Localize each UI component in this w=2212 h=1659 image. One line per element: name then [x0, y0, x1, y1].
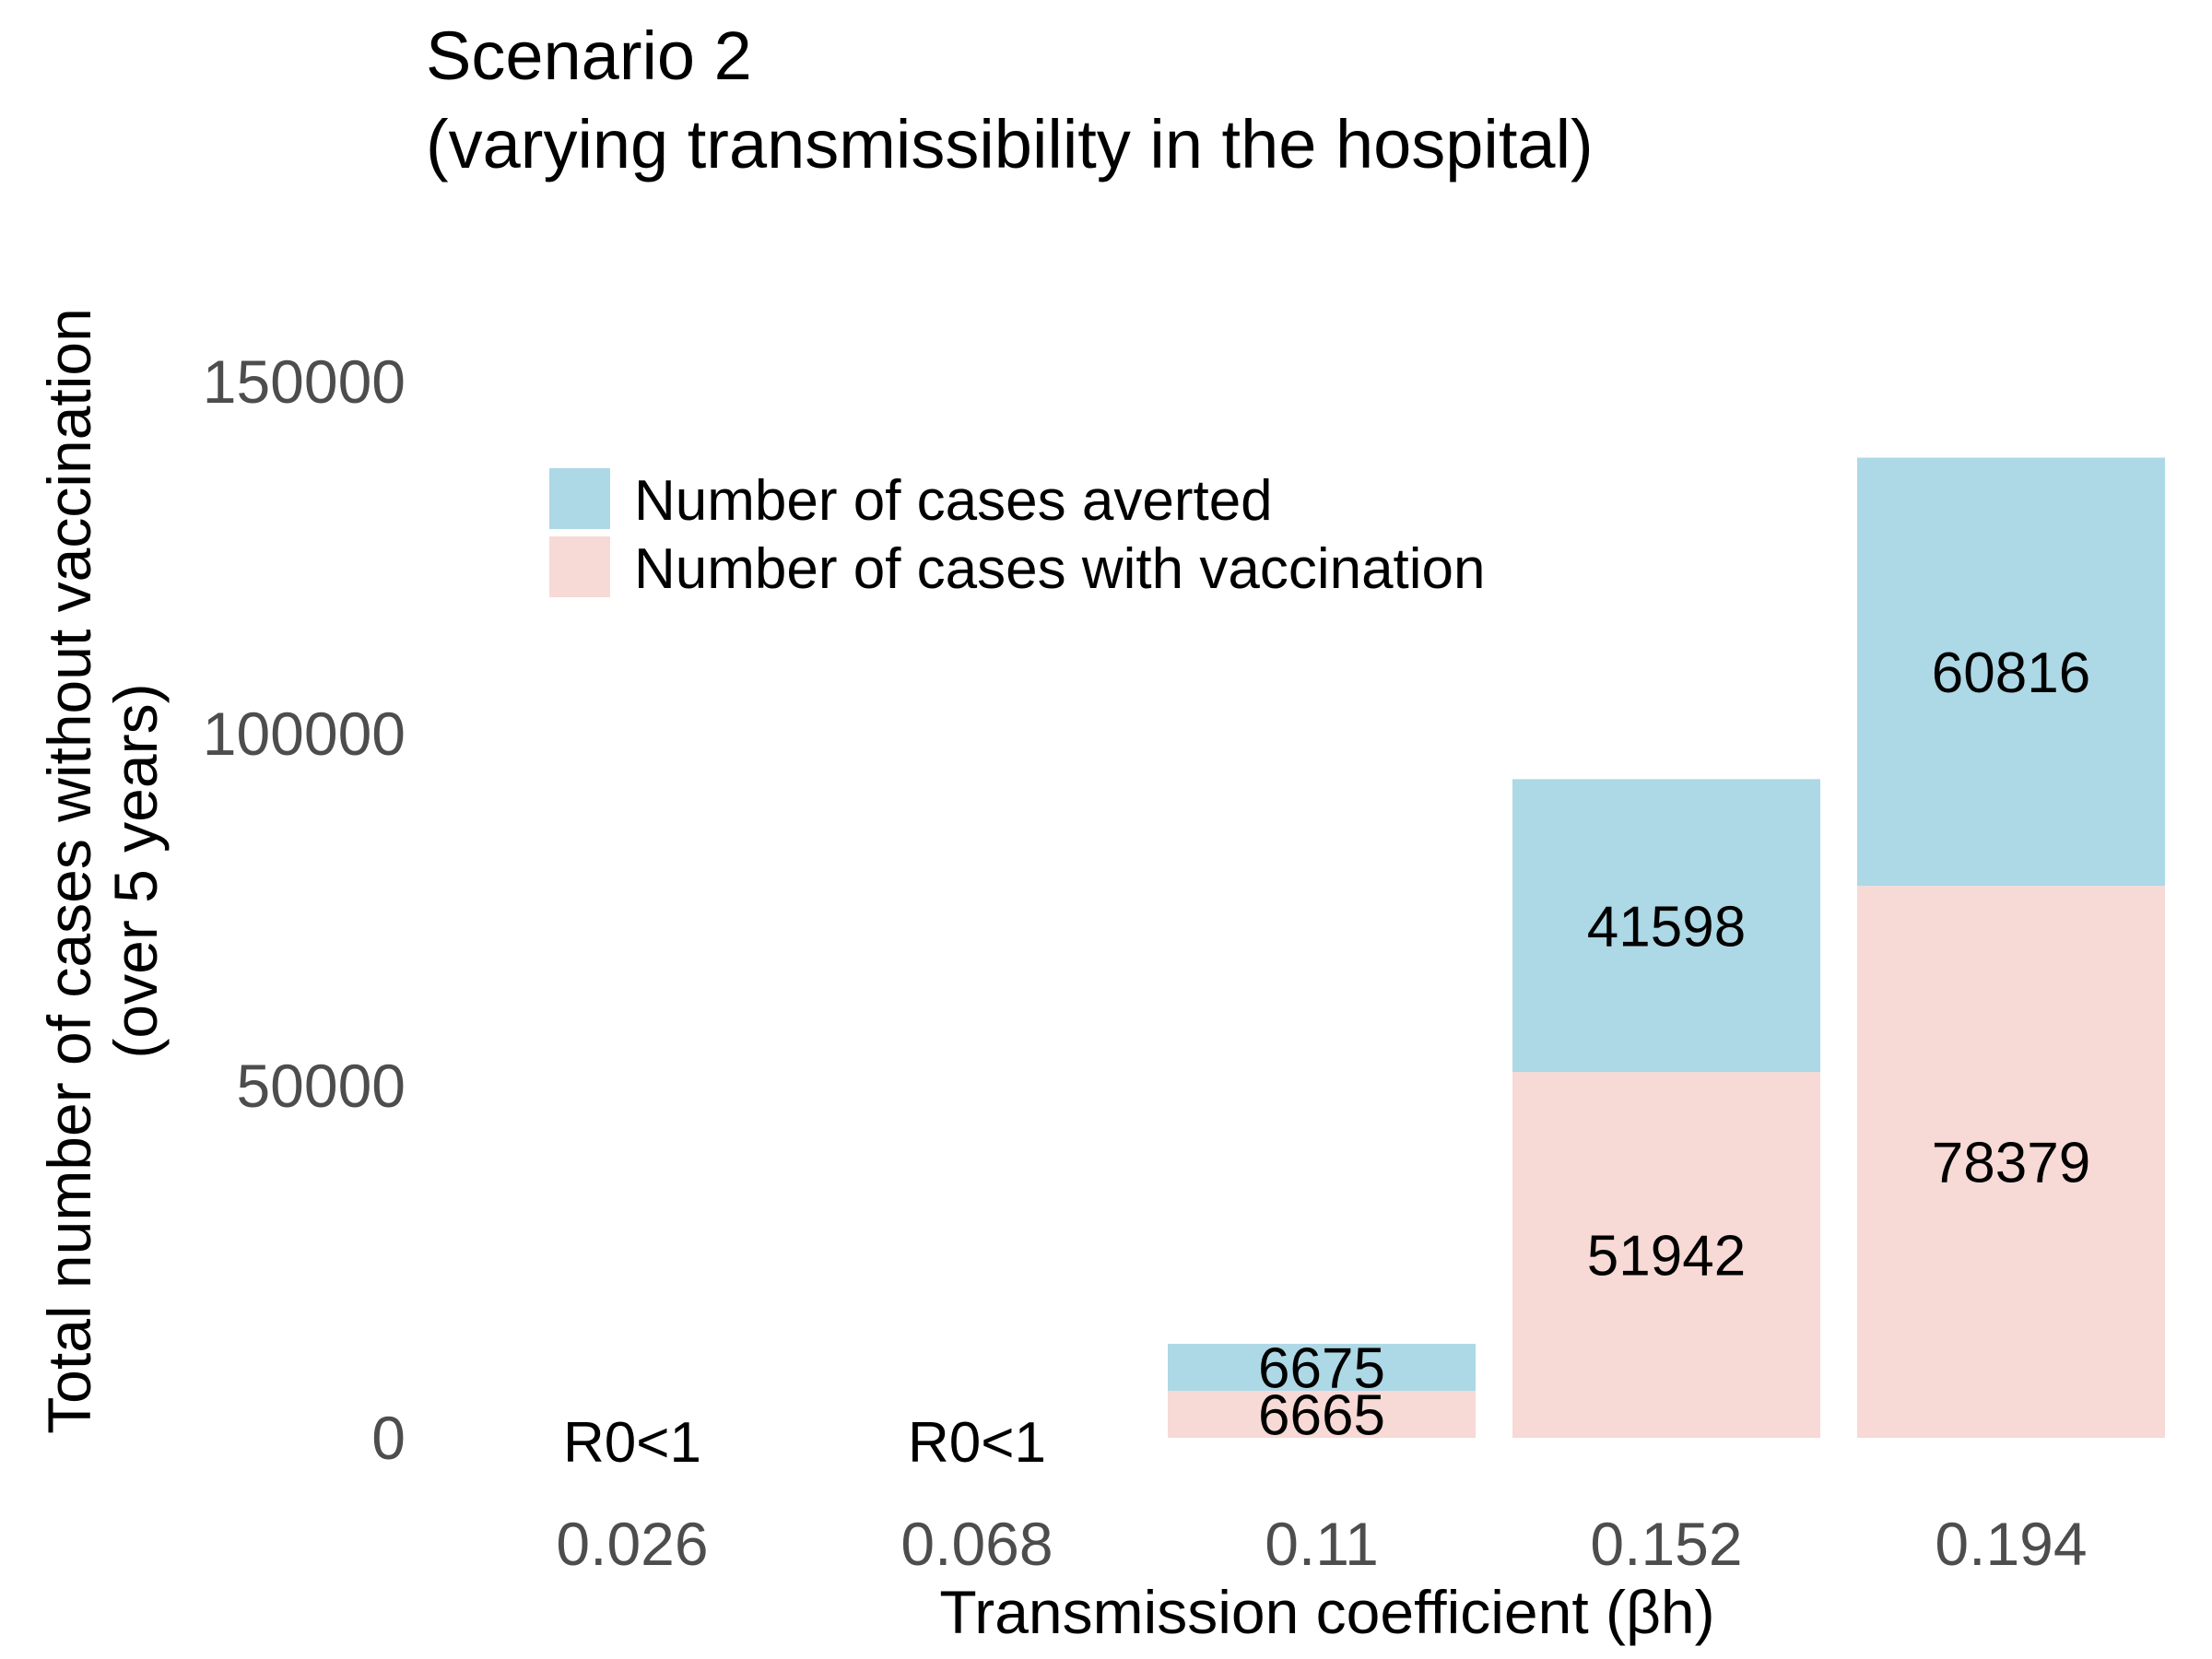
chart-title-line-1: Scenario 2	[426, 18, 752, 94]
y-axis: 0 50000 100000 150000	[203, 347, 406, 1472]
bar-segment	[1857, 886, 2165, 1438]
data-label: 6675	[1258, 1337, 1385, 1401]
bar-segment	[1857, 457, 2165, 887]
legend-label: Number of cases averted	[634, 469, 1273, 533]
x-axis: 0.026 0.068 0.11 0.152 0.194	[556, 1510, 2087, 1578]
x-tick-label: 0.152	[1590, 1510, 1742, 1578]
legend-swatch	[549, 468, 610, 529]
data-label: 41598	[1587, 895, 1746, 959]
bar-segment	[1512, 779, 1820, 1073]
data-label: 6665	[1258, 1384, 1385, 1448]
category-note: R0<1	[563, 1411, 701, 1475]
chart-title-line-2: (varying transmissibility in the hospita…	[426, 106, 1594, 182]
y-axis-title-line-2: (over 5 years)	[101, 683, 170, 1058]
data-label: 60816	[1932, 641, 2090, 705]
legend-swatch	[549, 536, 610, 597]
data-label: 78379	[1932, 1132, 2090, 1195]
y-tick-label: 50000	[236, 1052, 406, 1120]
x-tick-label: 0.068	[900, 1510, 1053, 1578]
bar-segment	[1168, 1344, 1476, 1392]
legend-label: Number of cases with vaccination	[634, 537, 1486, 601]
x-tick-label: 0.11	[1265, 1510, 1379, 1578]
category-note: R0<1	[908, 1411, 1046, 1475]
y-tick-label: 0	[371, 1404, 406, 1472]
x-tick-label: 0.026	[556, 1510, 708, 1578]
y-tick-label: 150000	[203, 347, 406, 416]
bar-segment	[1512, 1072, 1820, 1438]
y-tick-label: 100000	[203, 700, 406, 768]
bar-segment	[1168, 1391, 1476, 1438]
y-axis-title-line-1: Total number of cases without vaccinatio…	[35, 308, 103, 1434]
x-tick-label: 0.194	[1935, 1510, 2087, 1578]
x-axis-title: Transmission coefficient (βh)	[939, 1578, 1714, 1646]
data-label: 51942	[1587, 1225, 1746, 1288]
